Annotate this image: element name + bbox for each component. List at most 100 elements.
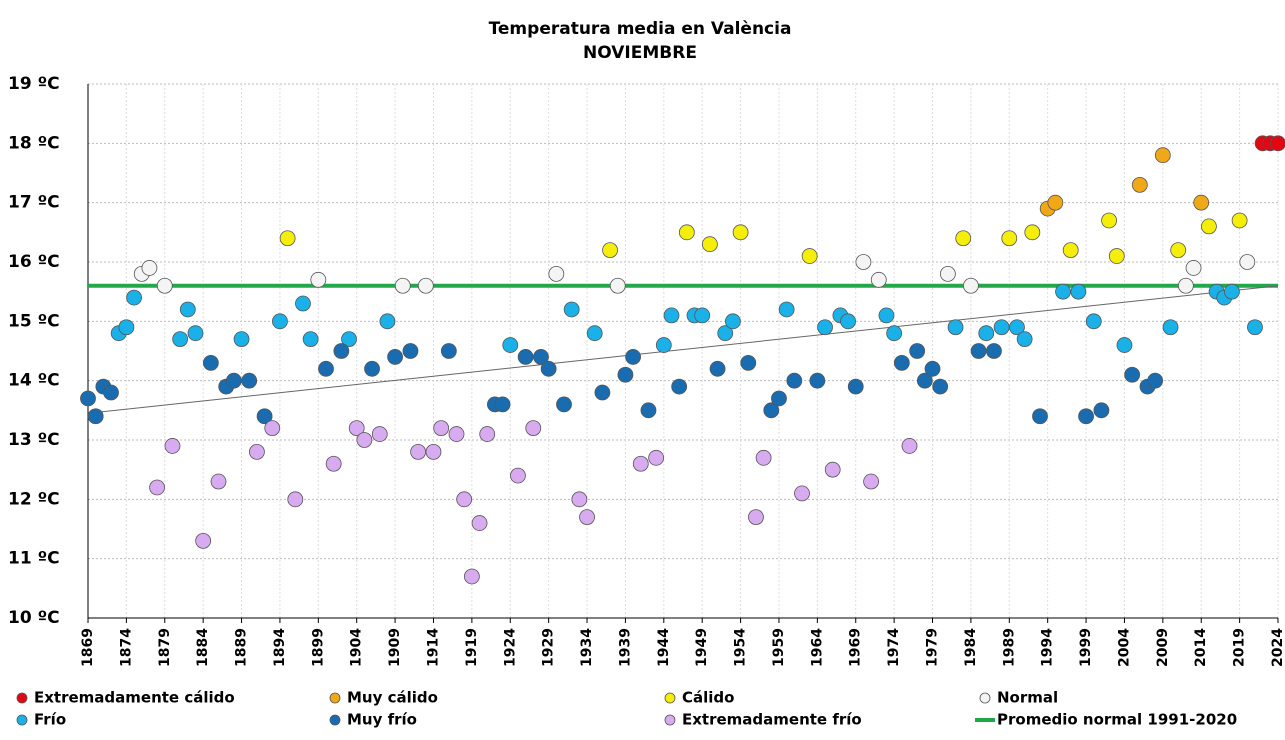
point	[648, 449, 665, 466]
x-tick-label: 1979	[925, 628, 941, 667]
legend-marker	[329, 692, 341, 704]
point	[164, 438, 181, 454]
legend-marker	[16, 692, 28, 704]
y-tick-label: 12 ºC	[8, 489, 60, 509]
point	[310, 271, 327, 288]
point	[1193, 194, 1210, 211]
legend-label: Frío	[34, 711, 66, 729]
legend-marker	[16, 714, 28, 726]
point	[533, 349, 549, 365]
point	[371, 426, 388, 442]
point	[1032, 408, 1048, 425]
point	[824, 461, 841, 478]
point	[870, 271, 887, 288]
x-tick-label: 1869	[80, 628, 96, 667]
point	[433, 420, 450, 437]
point	[540, 360, 557, 377]
point	[732, 224, 749, 241]
point	[448, 426, 465, 442]
point	[740, 354, 757, 371]
x-tick-label: 1934	[579, 628, 595, 667]
point	[709, 360, 726, 377]
x-tick-label: 2019	[1232, 628, 1248, 667]
y-tick-label: 19 ºC	[8, 74, 60, 94]
point	[463, 568, 480, 585]
point	[763, 402, 780, 419]
point	[80, 390, 96, 407]
point	[187, 325, 204, 342]
x-tick-label: 1919	[464, 628, 480, 667]
point	[387, 349, 403, 365]
point	[256, 408, 273, 425]
point	[348, 420, 365, 437]
point	[295, 295, 311, 312]
x-tick-label: 1904	[349, 628, 365, 667]
point	[993, 319, 1010, 336]
point	[103, 384, 119, 401]
point	[847, 378, 864, 395]
point	[302, 331, 319, 348]
point	[1116, 337, 1133, 353]
point	[1108, 248, 1125, 264]
point	[225, 372, 242, 389]
point	[356, 432, 373, 448]
point	[586, 325, 603, 342]
point	[1047, 194, 1064, 211]
legend-label: Promedio normal 1991-2020	[997, 711, 1237, 729]
y-tick-label: 15 ºC	[8, 311, 60, 331]
point	[1247, 319, 1263, 336]
point	[725, 313, 741, 330]
point	[149, 479, 165, 496]
trend-line	[87, 285, 1279, 414]
x-tick-label: 1909	[387, 628, 403, 667]
point	[179, 301, 196, 318]
point	[963, 277, 979, 294]
point	[1009, 319, 1025, 336]
point	[1131, 176, 1148, 193]
x-tick-label: 1944	[656, 628, 672, 667]
point	[878, 307, 895, 324]
point	[809, 372, 826, 389]
point	[671, 378, 688, 395]
legend-label: Extremadamente cálido	[34, 689, 235, 707]
point	[1101, 212, 1117, 229]
point	[1185, 260, 1202, 276]
point	[510, 467, 526, 484]
y-tick-label: 17 ºC	[8, 193, 60, 213]
point	[863, 473, 879, 490]
point	[748, 509, 764, 526]
x-tick-label: 1989	[1001, 628, 1017, 667]
legend-label: Normal	[997, 689, 1058, 707]
point	[126, 289, 142, 306]
point	[287, 491, 304, 508]
point	[1085, 313, 1102, 330]
point	[517, 349, 534, 365]
point	[233, 331, 250, 348]
point	[440, 343, 457, 359]
legend-marker	[329, 714, 341, 726]
x-tick-label: 1899	[310, 628, 326, 667]
x-tick-label: 2009	[1155, 628, 1171, 667]
point	[986, 343, 1002, 359]
point	[1070, 283, 1087, 300]
point	[939, 265, 956, 282]
point	[471, 515, 488, 531]
point	[1170, 242, 1187, 259]
point	[410, 443, 427, 460]
point	[417, 277, 434, 294]
legend-label: Extremadamente frío	[682, 711, 862, 729]
point	[249, 443, 265, 460]
point	[1016, 331, 1033, 348]
point	[617, 366, 634, 383]
x-tick-label: 1959	[771, 628, 787, 667]
point	[402, 343, 419, 359]
point	[602, 242, 618, 259]
point	[893, 354, 910, 371]
point	[1062, 242, 1079, 259]
point	[778, 301, 795, 318]
point	[1231, 212, 1248, 229]
y-tick-label: 18 ºC	[8, 133, 60, 153]
x-tick-label: 2024	[1270, 628, 1285, 667]
point	[172, 331, 189, 348]
x-tick-label: 1884	[195, 628, 211, 667]
